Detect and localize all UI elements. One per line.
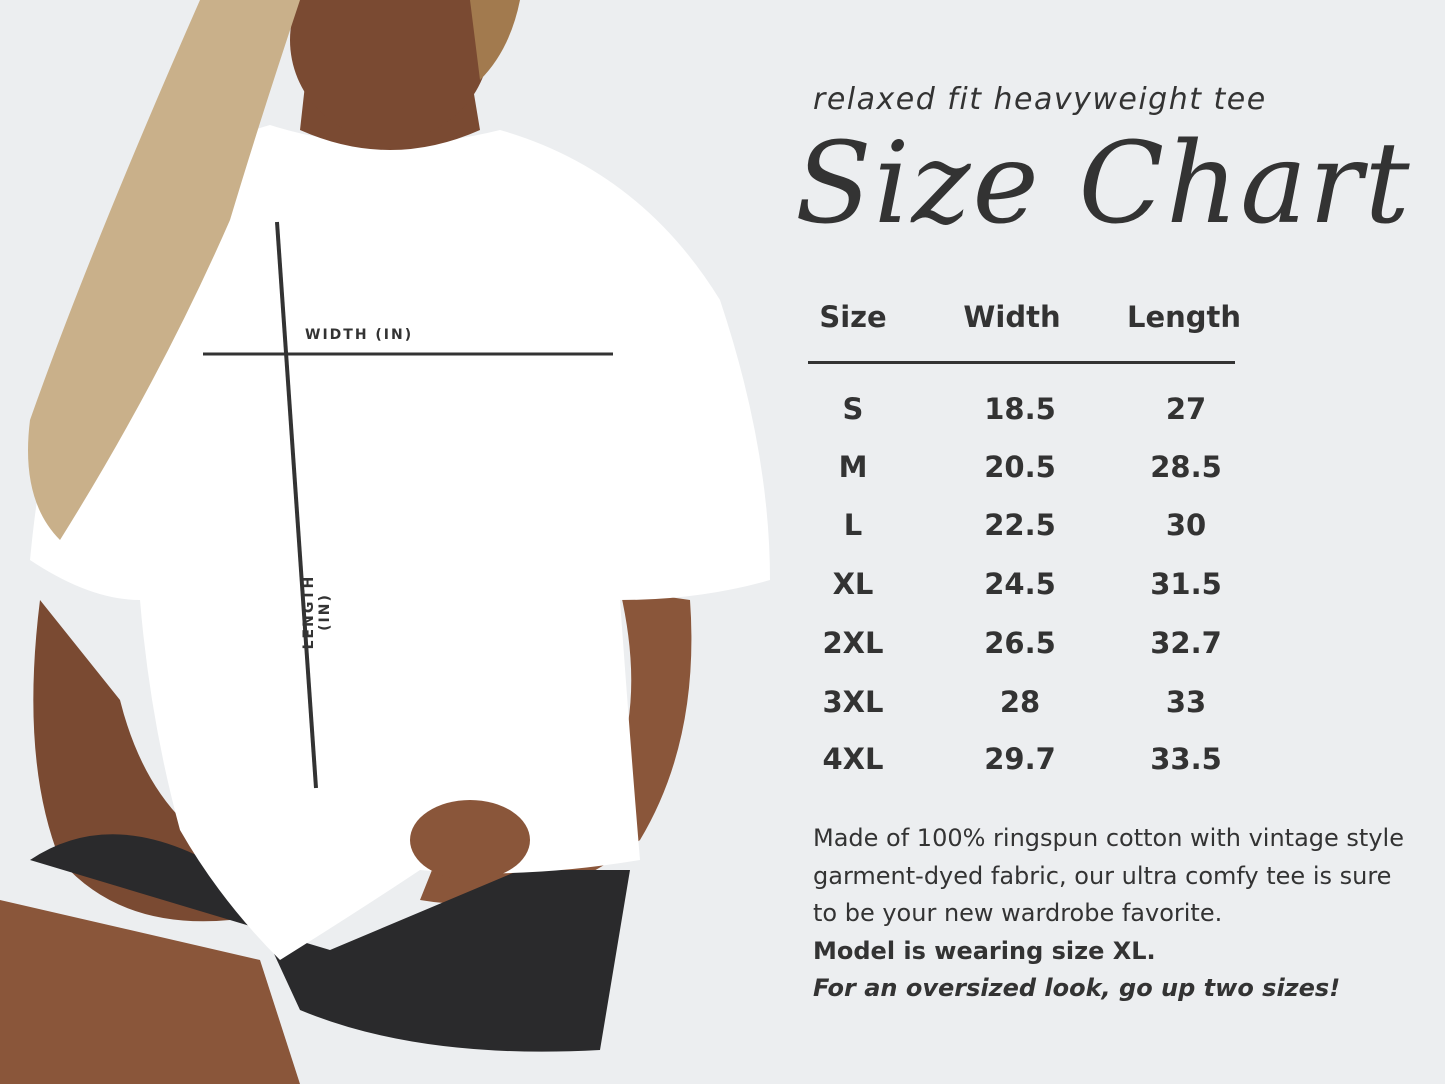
length-measure-label: LENGTH (IN)	[301, 574, 333, 650]
legs	[0, 900, 300, 1084]
hair	[28, 0, 300, 540]
width-cell: 22.5	[984, 508, 1056, 542]
size-cell: M	[838, 450, 868, 484]
page-title: Size Chart	[795, 119, 1412, 249]
size-cell: 3XL	[822, 685, 884, 719]
sizing-tip: For an oversized look, go up two sizes!	[813, 974, 1341, 1002]
size-cell: 4XL	[822, 742, 884, 776]
model-photo	[0, 0, 770, 1084]
model-note: Model is wearing size XL.	[813, 936, 1156, 965]
product-description: Made of 100% ringspun cotton with vintag…	[813, 820, 1413, 1008]
product-subtitle: relaxed fit heavyweight tee	[813, 82, 1267, 117]
hair-right	[470, 0, 520, 80]
shorts	[30, 834, 630, 1052]
width-cell: 24.5	[984, 567, 1056, 601]
length-cell: 33.5	[1150, 742, 1222, 776]
width-cell: 20.5	[984, 450, 1056, 484]
length-cell: 28.5	[1150, 450, 1222, 484]
size-cell: 2XL	[822, 626, 884, 660]
size-cell: L	[843, 508, 863, 542]
description-body: Made of 100% ringspun cotton with vintag…	[813, 824, 1404, 927]
length-cell: 30	[1165, 508, 1207, 542]
t-shirt	[30, 125, 770, 960]
length-cell: 33	[1165, 685, 1207, 719]
size-cell: XL	[832, 567, 874, 601]
width-cell: 26.5	[984, 626, 1056, 660]
hand	[410, 800, 530, 880]
length-cell: 27	[1165, 392, 1207, 426]
length-cell: 31.5	[1150, 567, 1222, 601]
length-cell: 32.7	[1150, 626, 1222, 660]
column-header-width: Width	[963, 300, 1061, 334]
header-divider	[808, 361, 1235, 364]
width-cell: 18.5	[984, 392, 1056, 426]
width-cell: 28	[999, 685, 1041, 719]
size-cell: S	[842, 392, 864, 426]
length-measure-line	[275, 221, 318, 789]
width-measure-label: WIDTH (IN)	[305, 327, 414, 343]
column-header-size: Size	[819, 300, 887, 334]
face	[290, 0, 490, 140]
width-cell: 29.7	[984, 742, 1056, 776]
column-header-length: Length	[1126, 300, 1242, 334]
